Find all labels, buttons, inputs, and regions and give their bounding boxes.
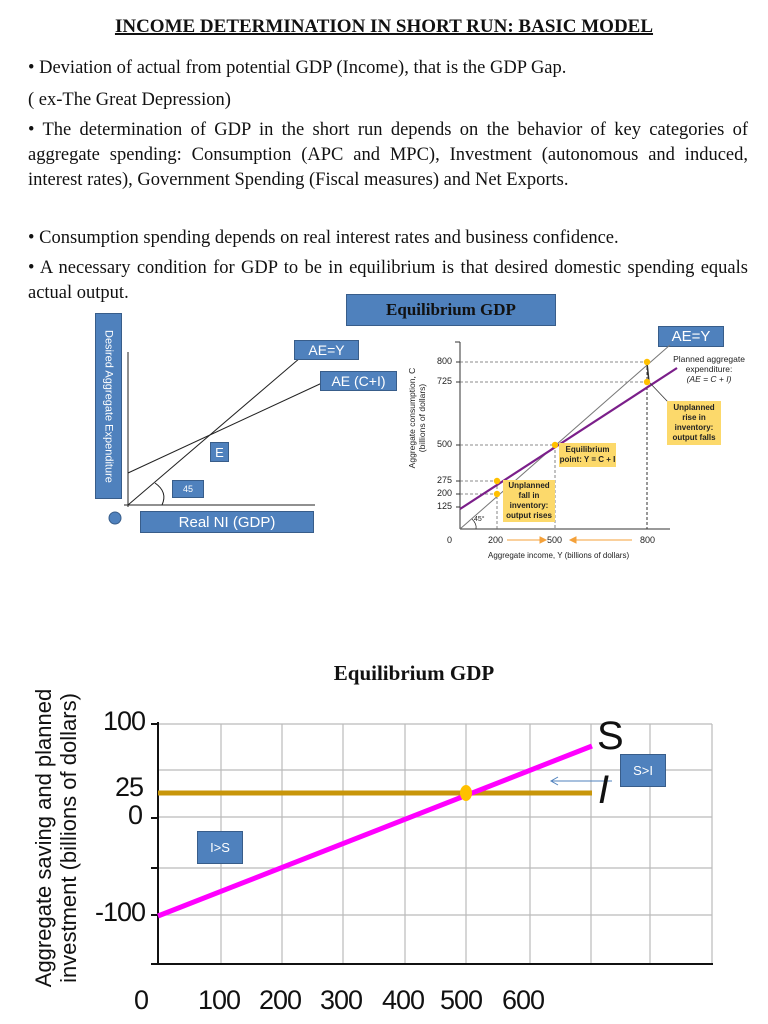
si-chart-title: Equilibrium GDP [333, 661, 495, 685]
ae-y-label-2: AE=Y [671, 328, 711, 345]
bullet-equilibrium-condition: • A necessary condition for GDP to be in… [28, 258, 748, 303]
si-x-tick-200: 200 [259, 985, 302, 1015]
si-y-label-line-1: Aggregate saving and planned [31, 688, 56, 988]
page-title-text: INCOME DETERMINATION IN SHORT RUN: BASIC… [114, 16, 654, 37]
ae-ci-label: AE (C+I) [331, 373, 386, 389]
chart-title-box: Equilibrium GDP [346, 294, 556, 326]
bullet-consumption: • Consumption spending depends on real i… [28, 228, 619, 248]
equilibrium-point-note: Equilibrium point: Y = C + I [559, 443, 616, 467]
s-gt-i-label: S>I [633, 763, 653, 778]
si-y-tick-0: 0 [128, 800, 143, 830]
x-axis-label-box: Real NI (GDP) [140, 511, 314, 533]
si-chart-y-axis-label: Aggregate saving and planned investment … [31, 673, 83, 1003]
si-y-tick-minus-100: -100 [95, 897, 146, 927]
y-axis-label-box: Desired Aggregate Expenditure [95, 313, 122, 499]
x-tick-800: 800 [640, 535, 656, 545]
si-x-tick-300: 300 [320, 985, 363, 1015]
y-tick-725: 725 [437, 376, 453, 386]
saving-curve-label: S [597, 714, 624, 758]
investment-curve-label: I [598, 768, 610, 812]
bullet-great-depression: ( ex-The Great Depression) [28, 90, 231, 110]
si-x-tick-100: 100 [198, 985, 241, 1015]
y-tick-125: 125 [437, 501, 453, 511]
x-tick-200: 200 [488, 535, 504, 545]
y-axis-label: Desired Aggregate Expenditure [102, 329, 115, 483]
si-x-tick-600: 600 [502, 985, 545, 1015]
si-x-tick-500: 500 [440, 985, 483, 1015]
angle-label: 45 [182, 484, 193, 494]
si-x-tick-400: 400 [382, 985, 425, 1015]
ae-y-label-box: AE=Y [294, 340, 359, 360]
pae-line-3: (AE = C + I) [686, 374, 732, 384]
bullet-gdp-gap: • Deviation of actual from potential GDP… [28, 58, 567, 78]
ae-chart-x-axis-label: Aggregate income, Y (billions of dollars… [488, 551, 630, 560]
y-tick-275: 275 [437, 475, 453, 485]
x-tick-0: 0 [447, 535, 453, 545]
unplanned-fall-note: Unplanned fall in inventory: output rise… [503, 480, 555, 522]
i-gt-s-box: I>S [197, 831, 243, 864]
pae-line-2: expenditure: [685, 364, 733, 374]
chart-title: Equilibrium GDP [386, 300, 516, 319]
angle-label-box: 45 [172, 480, 204, 498]
si-y-tick-100: 100 [103, 706, 146, 736]
equilibrium-point-label: E [215, 444, 224, 460]
unplanned-rise-note: Unplanned rise in inventory: output fall… [667, 401, 721, 445]
si-y-tick-25: 25 [115, 772, 144, 802]
angle-45-label: 45° [474, 516, 485, 523]
si-y-label-line-2: investment (billions of dollars) [56, 693, 81, 983]
pae-line-1: Planned aggregate [673, 354, 745, 364]
y-tick-500: 500 [437, 439, 453, 449]
y-tick-800: 800 [437, 356, 453, 366]
x-axis-label: Real NI (GDP) [178, 513, 276, 531]
s-gt-i-box: S>I [620, 754, 666, 787]
planned-expenditure-label: Planned aggregate expenditure: (AE = C +… [654, 354, 764, 384]
ae-ci-label-box: AE (C+I) [320, 371, 397, 391]
x-tick-500: 500 [547, 535, 563, 545]
ae-y-label-box-2: AE=Y [658, 326, 724, 347]
y-tick-200: 200 [437, 488, 453, 498]
equilibrium-point-label-box: E [210, 442, 229, 462]
si-x-tick-0: 0 [134, 985, 149, 1015]
bullet-determination: • The determination of GDP in the short … [28, 120, 748, 190]
ae-y-label: AE=Y [308, 342, 345, 358]
i-gt-s-label: I>S [210, 840, 230, 855]
page-title: INCOME DETERMINATION IN SHORT RUN: BASIC… [0, 16, 768, 38]
